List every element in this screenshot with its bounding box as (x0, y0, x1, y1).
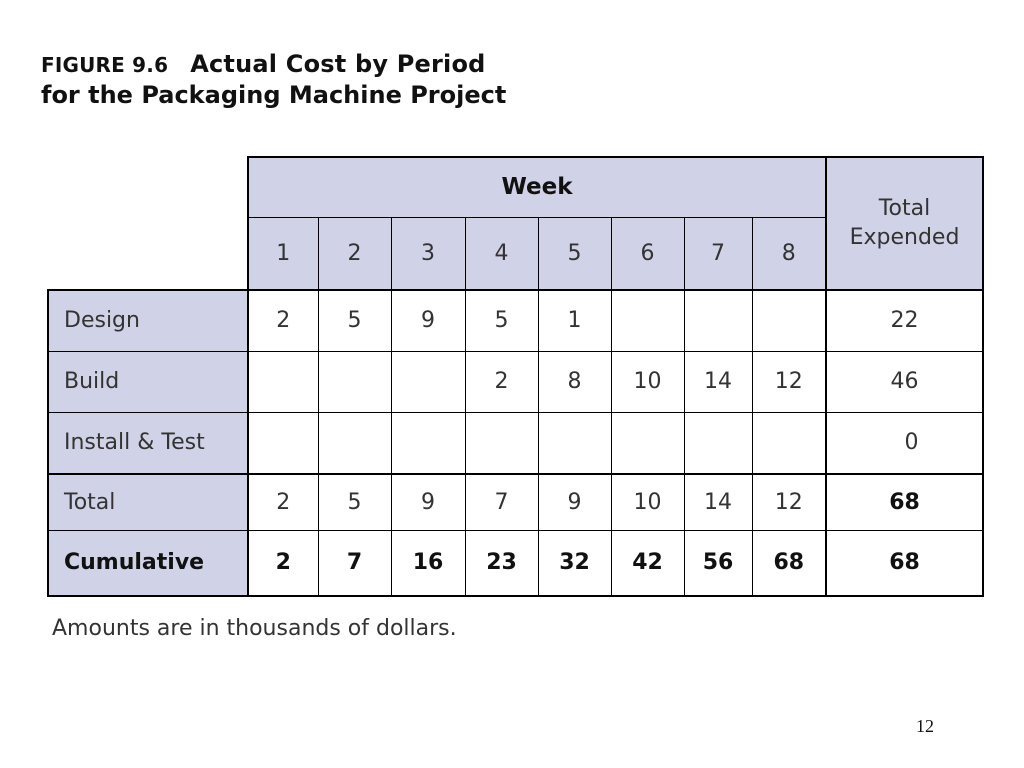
week-number: 1 (247, 217, 319, 291)
table-cell: 5 (464, 288, 539, 352)
table-cell: 12 (751, 472, 827, 531)
week-number: 2 (317, 217, 392, 291)
table-cell (464, 411, 539, 474)
cumulative-total-cell: 68 (825, 529, 984, 597)
table-cell (537, 411, 612, 474)
total-expended-header-line1: Total (878, 195, 931, 221)
row-label-install-test: Install & Test (47, 412, 249, 474)
table-cell (247, 350, 319, 413)
week-number: 3 (390, 217, 466, 291)
row-label-cumulative: Cumulative (47, 530, 249, 597)
page-number: 12 (916, 716, 934, 736)
table-cell (683, 411, 753, 474)
table-cell: 14 (683, 350, 753, 413)
week-number: 5 (537, 217, 612, 291)
table-cell: 7 (317, 529, 392, 597)
corner-blank-2 (48, 217, 248, 290)
table-cell: 9 (390, 472, 466, 531)
table-cell: 56 (683, 529, 753, 597)
table-cell: 16 (390, 529, 466, 597)
row-design: Design 2 5 9 5 1 22 (47, 288, 984, 352)
table-cell (317, 350, 392, 413)
table-cell: 2 (247, 529, 319, 597)
table-cell: 2 (247, 472, 319, 531)
table-cell (751, 288, 827, 352)
row-cumulative: Cumulative 2 7 16 23 32 42 56 68 68 (47, 529, 984, 597)
table-cell (610, 411, 685, 474)
figure-title: FIGURE 9.6 Actual Cost by Period for the … (41, 52, 506, 107)
table-cell: 68 (751, 529, 827, 597)
total-expended-header: Total Expended (825, 156, 984, 291)
table-cell (390, 411, 466, 474)
table-cell: 5 (317, 472, 392, 531)
row-label-build: Build (47, 351, 249, 413)
table-cell (610, 288, 685, 352)
actual-cost-table: Week Total Expended 1 2 3 4 5 6 7 8 Desi… (47, 156, 984, 597)
table-cell: 9 (537, 472, 612, 531)
header-row-weeks: 1 2 3 4 5 6 7 8 (48, 217, 983, 291)
row-total-cell: 0 (825, 411, 984, 474)
table-cell: 1 (537, 288, 612, 352)
row-label-design: Design (47, 288, 249, 352)
table-cell: 2 (247, 288, 319, 352)
table-cell: 10 (610, 350, 685, 413)
week-group-header: Week (247, 156, 827, 218)
table-cell: 23 (464, 529, 539, 597)
total-expended-header-line2: Expended (849, 225, 960, 251)
table-cell (751, 411, 827, 474)
week-number: 7 (683, 217, 753, 291)
figure-title-line1: Actual Cost by Period (190, 50, 486, 78)
table-cell (247, 411, 319, 474)
table-cell: 42 (610, 529, 685, 597)
week-number: 4 (464, 217, 539, 291)
header-row-week: Week Total Expended (48, 156, 984, 291)
grand-total-cell: 68 (825, 472, 984, 531)
table-cell (390, 350, 466, 413)
table-cell: 12 (751, 350, 827, 413)
figure-title-line2: for the Packaging Machine Project (41, 81, 507, 109)
table-cell: 5 (317, 288, 392, 352)
table-cell (317, 411, 392, 474)
figure-label: FIGURE 9.6 (41, 53, 169, 77)
table-cell (683, 288, 753, 352)
row-label-total: Total (47, 472, 249, 531)
row-total-cell: 22 (825, 288, 984, 352)
corner-blank (48, 157, 248, 217)
week-number: 6 (610, 217, 685, 291)
table-cell: 14 (683, 472, 753, 531)
row-total-cell: 46 (825, 350, 984, 413)
table-cell: 32 (537, 529, 612, 597)
footnote: Amounts are in thousands of dollars. (52, 616, 457, 641)
row-total: Total 2 5 9 7 9 10 14 12 68 (47, 472, 984, 531)
table-cell: 8 (537, 350, 612, 413)
week-number: 8 (751, 217, 827, 291)
table-cell: 2 (464, 350, 539, 413)
row-install-test: Install & Test 0 (47, 411, 984, 474)
table-cell: 7 (464, 472, 539, 531)
table-cell: 9 (390, 288, 466, 352)
table-cell: 10 (610, 472, 685, 531)
row-build: Build 2 8 10 14 12 46 (47, 350, 984, 413)
